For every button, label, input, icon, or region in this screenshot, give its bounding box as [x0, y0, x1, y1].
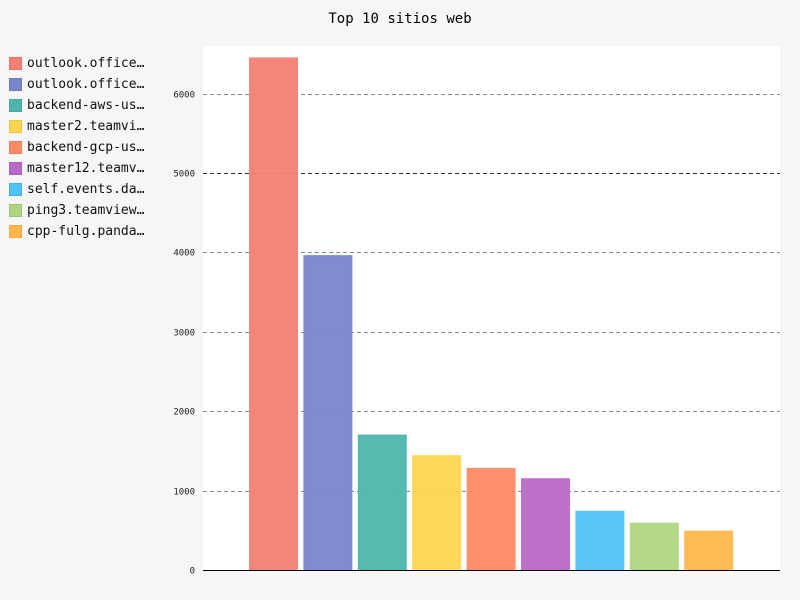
- bar: [629, 522, 679, 571]
- legend-swatch: [9, 183, 22, 196]
- y-tick-label: 0: [190, 567, 195, 577]
- bar: [521, 478, 570, 571]
- bar: [249, 57, 298, 571]
- bar: [575, 510, 625, 571]
- legend-item[interactable]: outlook.office…: [9, 53, 159, 74]
- bar: [684, 530, 734, 571]
- legend-swatch: [9, 204, 22, 217]
- y-tick-label: 6000: [173, 91, 195, 101]
- legend-swatch: [9, 57, 22, 70]
- legend-swatch: [9, 225, 22, 238]
- legend-item[interactable]: backend-aws-us…: [9, 95, 159, 116]
- legend-item[interactable]: master12.teamv…: [9, 158, 159, 179]
- legend-item[interactable]: outlook.office…: [9, 74, 159, 95]
- legend-swatch: [9, 99, 22, 112]
- legend-item[interactable]: master2.teamvi…: [9, 116, 159, 137]
- legend-swatch: [9, 162, 22, 175]
- bar: [466, 467, 516, 571]
- y-tick-label: 5000: [173, 170, 195, 180]
- y-tick-label: 3000: [173, 329, 195, 339]
- legend: outlook.office… outlook.office… backend-aw…: [9, 53, 159, 242]
- bar: [303, 255, 353, 571]
- legend-swatch: [9, 78, 22, 91]
- legend-item[interactable]: cpp-fulg.panda…: [9, 221, 159, 242]
- legend-item[interactable]: ping3.teamview…: [9, 200, 159, 221]
- y-tick-label: 4000: [173, 249, 195, 259]
- bar: [357, 434, 407, 571]
- y-tick-label: 1000: [173, 488, 195, 498]
- y-tick-label: 2000: [173, 408, 195, 418]
- legend-swatch: [9, 141, 22, 154]
- legend-item[interactable]: self.events.da…: [9, 179, 159, 200]
- chart-title: Top 10 sitios web: [328, 11, 472, 27]
- bar: [412, 455, 462, 571]
- legend-swatch: [9, 120, 22, 133]
- legend-item[interactable]: backend-gcp-us…: [9, 137, 159, 158]
